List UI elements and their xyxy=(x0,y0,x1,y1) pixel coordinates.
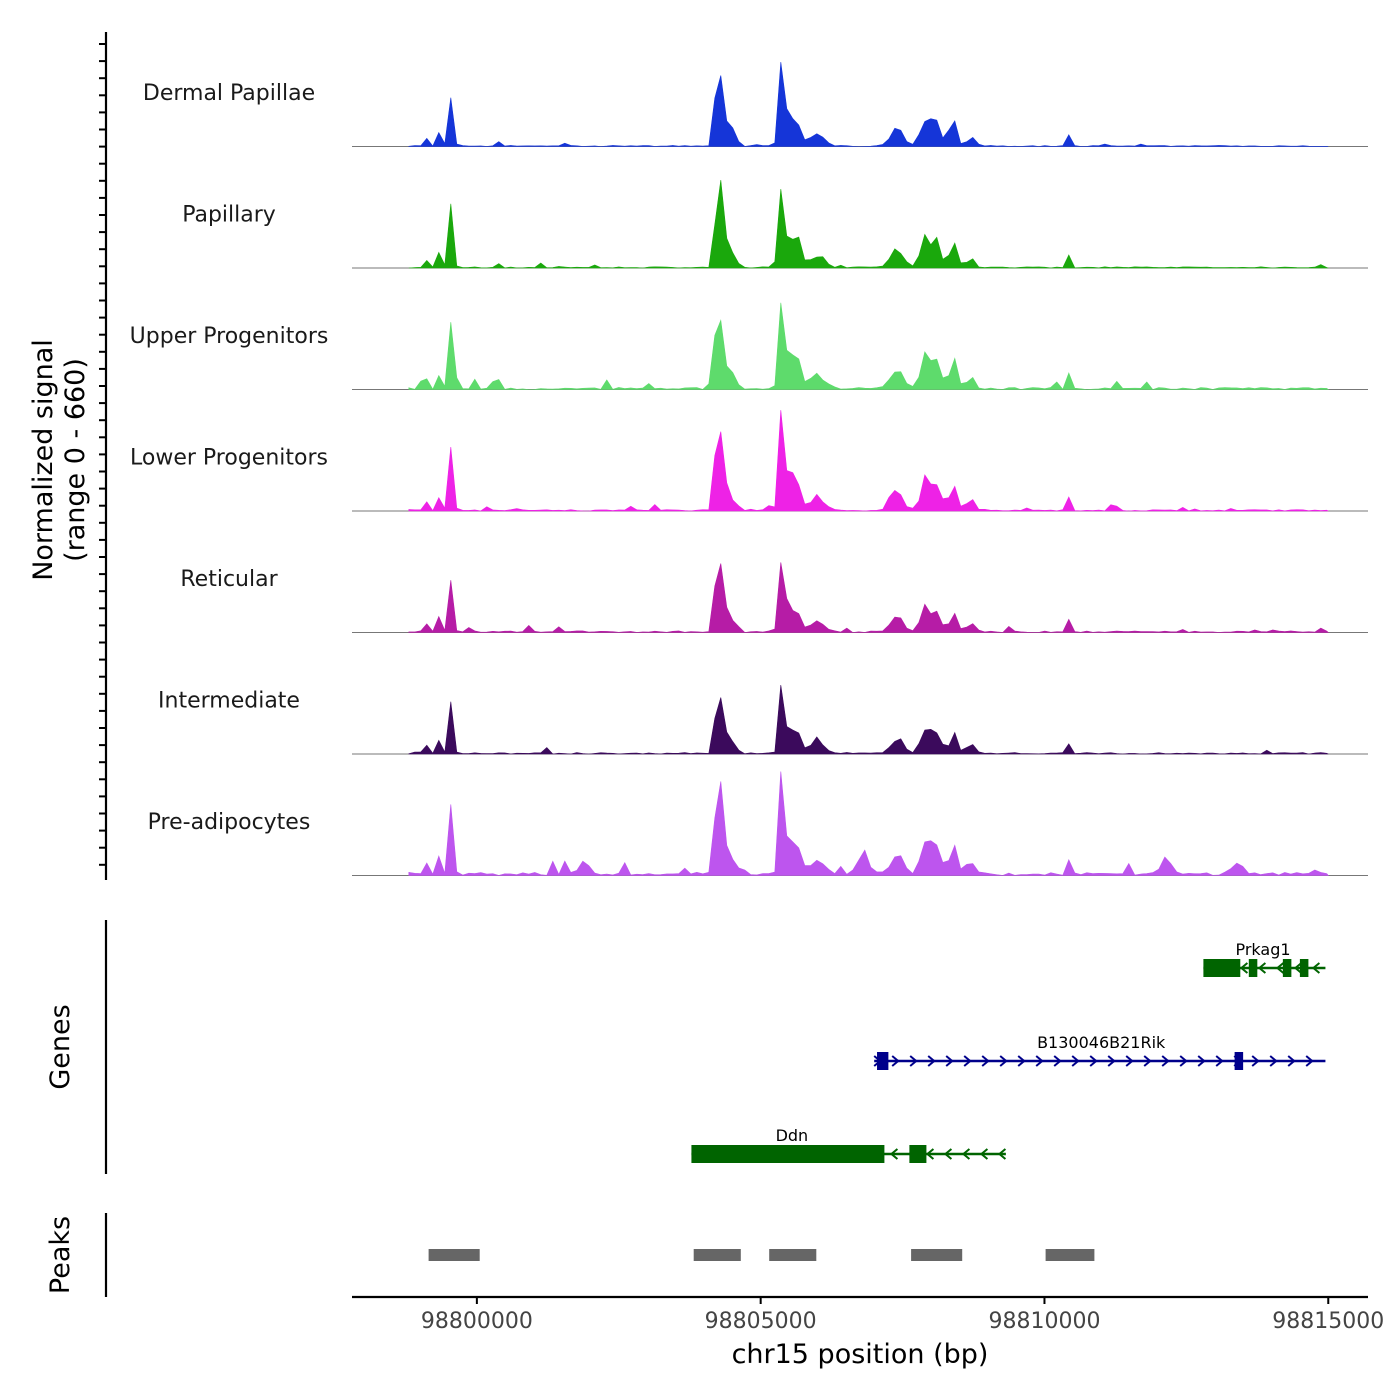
strand-arrow xyxy=(1293,962,1303,974)
strand-arrow xyxy=(999,1055,1008,1067)
strand-arrow xyxy=(1035,1055,1044,1067)
x-tick-label: 98805000 xyxy=(705,1309,817,1334)
track-label: Papillary xyxy=(182,203,276,228)
gene-exon xyxy=(1203,959,1241,977)
strand-arrow xyxy=(1239,962,1249,974)
strand-arrow xyxy=(979,1148,989,1160)
signal-track: Upper Progenitors xyxy=(130,302,1368,390)
signal-area xyxy=(408,179,1329,269)
strand-arrow xyxy=(1143,1055,1152,1067)
strand-arrow xyxy=(1287,1055,1296,1067)
strand-arrow xyxy=(1311,962,1321,974)
signal-axis-ticks xyxy=(99,43,106,866)
signal-panel: Dermal Papillae Papillary Upper Progenitor… xyxy=(130,62,1368,876)
gene-model: B130046B21Rik xyxy=(873,1033,1326,1070)
strand-arrow xyxy=(981,1055,990,1067)
strand-arrow xyxy=(889,1148,899,1160)
signal-track: Reticular xyxy=(180,562,1368,633)
strand-arrow xyxy=(1053,1055,1062,1067)
gene-label: Prkag1 xyxy=(1235,940,1290,959)
signal-area xyxy=(408,771,1329,876)
strand-arrow xyxy=(1257,962,1267,974)
gene-label: B130046B21Rik xyxy=(1037,1033,1166,1052)
signal-track: Intermediate xyxy=(158,684,1368,755)
gene-exon xyxy=(1234,1052,1244,1070)
strand-arrow xyxy=(1089,1055,1098,1067)
signal-y-range-label: (range 0 - 660) xyxy=(60,358,91,562)
strand-arrow xyxy=(1215,1055,1224,1067)
gene-exon xyxy=(1248,959,1258,977)
peaks-panel xyxy=(428,1249,1095,1261)
strand-arrow xyxy=(909,1055,918,1067)
gene-model: Prkag1 xyxy=(1203,940,1326,977)
track-label: Lower Progenitors xyxy=(130,446,328,471)
strand-arrow xyxy=(1305,1055,1314,1067)
signal-track: Lower Progenitors xyxy=(130,410,1368,512)
x-tick-label: 98800000 xyxy=(421,1309,533,1334)
gene-exon xyxy=(691,1145,885,1163)
peaks-y-label: Peaks xyxy=(45,1216,76,1294)
strand-arrow xyxy=(997,1148,1007,1160)
gene-exon xyxy=(909,1145,927,1163)
signal-area xyxy=(408,562,1330,633)
strand-arrow xyxy=(1251,1055,1260,1067)
strand-arrow xyxy=(963,1055,972,1067)
strand-arrow xyxy=(1017,1055,1026,1067)
gene-exon xyxy=(1299,959,1309,977)
peak-region xyxy=(693,1249,741,1261)
strand-arrow xyxy=(945,1055,954,1067)
track-label: Intermediate xyxy=(158,689,300,714)
gene-exon xyxy=(877,1052,889,1070)
x-axis-ticks: 98800000 98805000 98810000 98815000 xyxy=(421,1297,1384,1334)
strand-arrow xyxy=(1269,1055,1278,1067)
x-tick-label: 98810000 xyxy=(988,1309,1100,1334)
gene-exon xyxy=(1282,959,1292,977)
strand-arrow xyxy=(925,1148,935,1160)
x-tick-label: 98815000 xyxy=(1272,1309,1384,1334)
peak-region xyxy=(911,1249,963,1261)
peak-region xyxy=(769,1249,817,1261)
signal-area xyxy=(408,62,1329,147)
track-label: Reticular xyxy=(180,567,278,592)
track-label: Upper Progenitors xyxy=(130,324,329,349)
signal-area xyxy=(408,684,1329,755)
strand-arrow xyxy=(1071,1055,1080,1067)
strand-arrow xyxy=(961,1148,971,1160)
peak-region xyxy=(1045,1249,1095,1261)
genes-panel: Prkag1 B130046B21Rik Ddn xyxy=(691,940,1326,1163)
signal-area xyxy=(408,302,1330,390)
strand-arrow xyxy=(1197,1055,1206,1067)
strand-arrow xyxy=(891,1055,900,1067)
signal-track: Papillary xyxy=(182,179,1368,269)
strand-arrow xyxy=(1125,1055,1134,1067)
track-label: Pre-adipocytes xyxy=(148,810,311,835)
signal-track: Dermal Papillae xyxy=(143,62,1368,147)
gene-label: Ddn xyxy=(776,1126,809,1145)
strand-arrow xyxy=(943,1148,953,1160)
signal-track: Pre-adipocytes xyxy=(148,771,1368,876)
track-label: Dermal Papillae xyxy=(143,81,315,106)
strand-arrow xyxy=(1107,1055,1116,1067)
strand-arrow xyxy=(1161,1055,1170,1067)
strand-arrow xyxy=(1179,1055,1188,1067)
x-axis-label: chr15 position (bp) xyxy=(732,1339,989,1370)
signal-y-label: Normalized signal xyxy=(28,339,59,581)
gene-model: Ddn xyxy=(691,1126,1007,1163)
strand-arrow xyxy=(1275,962,1285,974)
peak-region xyxy=(428,1249,480,1261)
strand-arrow xyxy=(927,1055,936,1067)
genes-y-label: Genes xyxy=(45,1004,76,1089)
signal-area xyxy=(408,410,1329,512)
